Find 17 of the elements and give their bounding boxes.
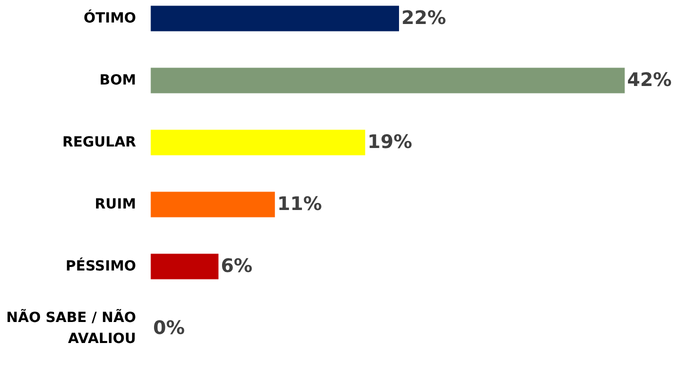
bar — [150, 254, 218, 280]
y-tick-label: REGULAR — [62, 134, 136, 150]
y-tick-label: PÉSSIMO — [66, 257, 136, 274]
y-tick-label: BOM — [100, 72, 136, 88]
data-label: 11% — [277, 194, 322, 215]
bar — [150, 68, 625, 94]
bar — [150, 130, 366, 156]
data-label: 19% — [368, 132, 412, 153]
y-tick-label: NÃO SABE / NÃO AVALIOU — [6, 308, 136, 347]
data-label: 22% — [401, 8, 446, 29]
data-label: 42% — [627, 70, 672, 91]
y-tick-label: ÓTIMO — [84, 9, 136, 26]
data-label: 6% — [220, 256, 253, 277]
bar — [150, 192, 275, 218]
data-label: 0% — [153, 318, 186, 339]
y-tick-label: RUIM — [94, 196, 136, 212]
bar — [150, 6, 400, 32]
